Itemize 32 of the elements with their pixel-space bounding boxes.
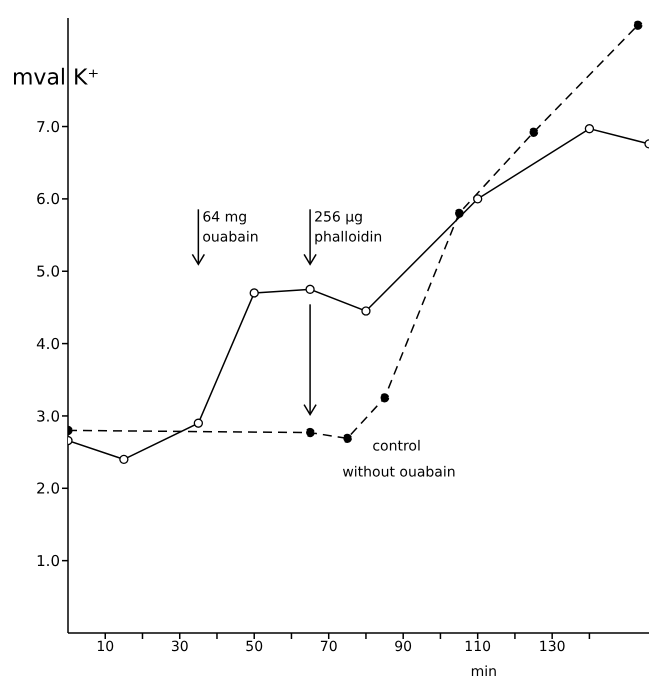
point bbox=[528, 128, 538, 137]
x-tick-label: 10 bbox=[96, 638, 114, 655]
point bbox=[342, 434, 352, 444]
x-tick-label: 90 bbox=[394, 638, 412, 655]
y-axis-title: mval K⁺ bbox=[12, 66, 100, 91]
x-tick-label: 70 bbox=[320, 638, 338, 655]
point bbox=[380, 393, 390, 403]
point bbox=[361, 306, 371, 316]
point bbox=[454, 208, 464, 218]
point bbox=[194, 418, 204, 428]
y-tick-label: 7.0 bbox=[36, 118, 60, 136]
point bbox=[250, 288, 259, 298]
point bbox=[119, 454, 129, 464]
y-tick-label: 1.0 bbox=[36, 552, 60, 570]
annotation: 64 mg ouabain bbox=[202, 209, 259, 246]
series-label: control without ouabain bbox=[342, 438, 456, 480]
y-tick-label: 6.0 bbox=[36, 190, 60, 208]
y-tick-label: 2.0 bbox=[36, 480, 60, 498]
point bbox=[584, 124, 594, 134]
y-tick-label: 3.0 bbox=[36, 407, 60, 426]
x-tick-label: 130 bbox=[538, 638, 566, 655]
point bbox=[305, 428, 315, 438]
x-axis-title: min bbox=[470, 664, 497, 680]
y-tick-label: 4.0 bbox=[36, 334, 60, 353]
x-tick-label: 110 bbox=[464, 638, 492, 655]
point bbox=[633, 20, 642, 30]
y-tick-label: 5.0 bbox=[36, 262, 60, 281]
x-tick-label: 30 bbox=[170, 638, 189, 655]
point bbox=[473, 194, 482, 204]
point bbox=[305, 284, 315, 294]
annotation: 256 µg phalloidin bbox=[314, 209, 382, 246]
x-tick-label: 50 bbox=[245, 638, 264, 655]
